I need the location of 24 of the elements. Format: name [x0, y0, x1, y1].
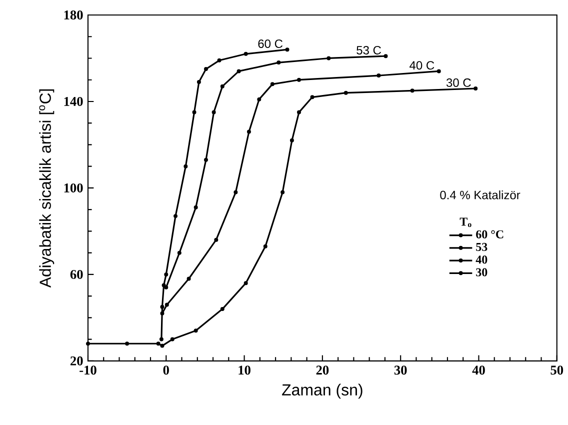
- x-tick-label: 40: [472, 366, 485, 375]
- x-tick-label: -10: [80, 366, 96, 375]
- legend-label: 53: [476, 242, 488, 252]
- annotation: 30 C: [446, 78, 471, 87]
- legend-label: 60 °C: [476, 230, 504, 238]
- y-tick-label: 20: [70, 356, 83, 366]
- annotation: 0.4 % Katalizör: [440, 190, 520, 200]
- x-tick-label: 20: [316, 366, 329, 375]
- x-axis-title: Zaman (sn): [282, 384, 362, 399]
- annotation: 60 C: [258, 40, 283, 48]
- x-tick-label: 10: [238, 366, 250, 375]
- x-tick-label: 50: [550, 366, 564, 375]
- x-tick-label: 0: [163, 366, 169, 375]
- annotation: 53 C: [356, 46, 382, 55]
- annotation: 40 C: [410, 61, 434, 70]
- y-tick-label: 180: [64, 10, 83, 20]
- legend-label: 40: [476, 256, 488, 264]
- y-tick-label: 100: [64, 184, 83, 192]
- legend-title: T$_{o}$: [460, 218, 472, 228]
- x-tick-label: 30: [394, 366, 407, 375]
- y-axis-title: Adiyabatik sicaklik artisi [$^{o}$C]: [39, 89, 54, 288]
- legend-label: 30: [476, 268, 488, 276]
- y-tick-label: 140: [64, 97, 83, 106]
- y-tick-label: 60: [70, 270, 83, 279]
